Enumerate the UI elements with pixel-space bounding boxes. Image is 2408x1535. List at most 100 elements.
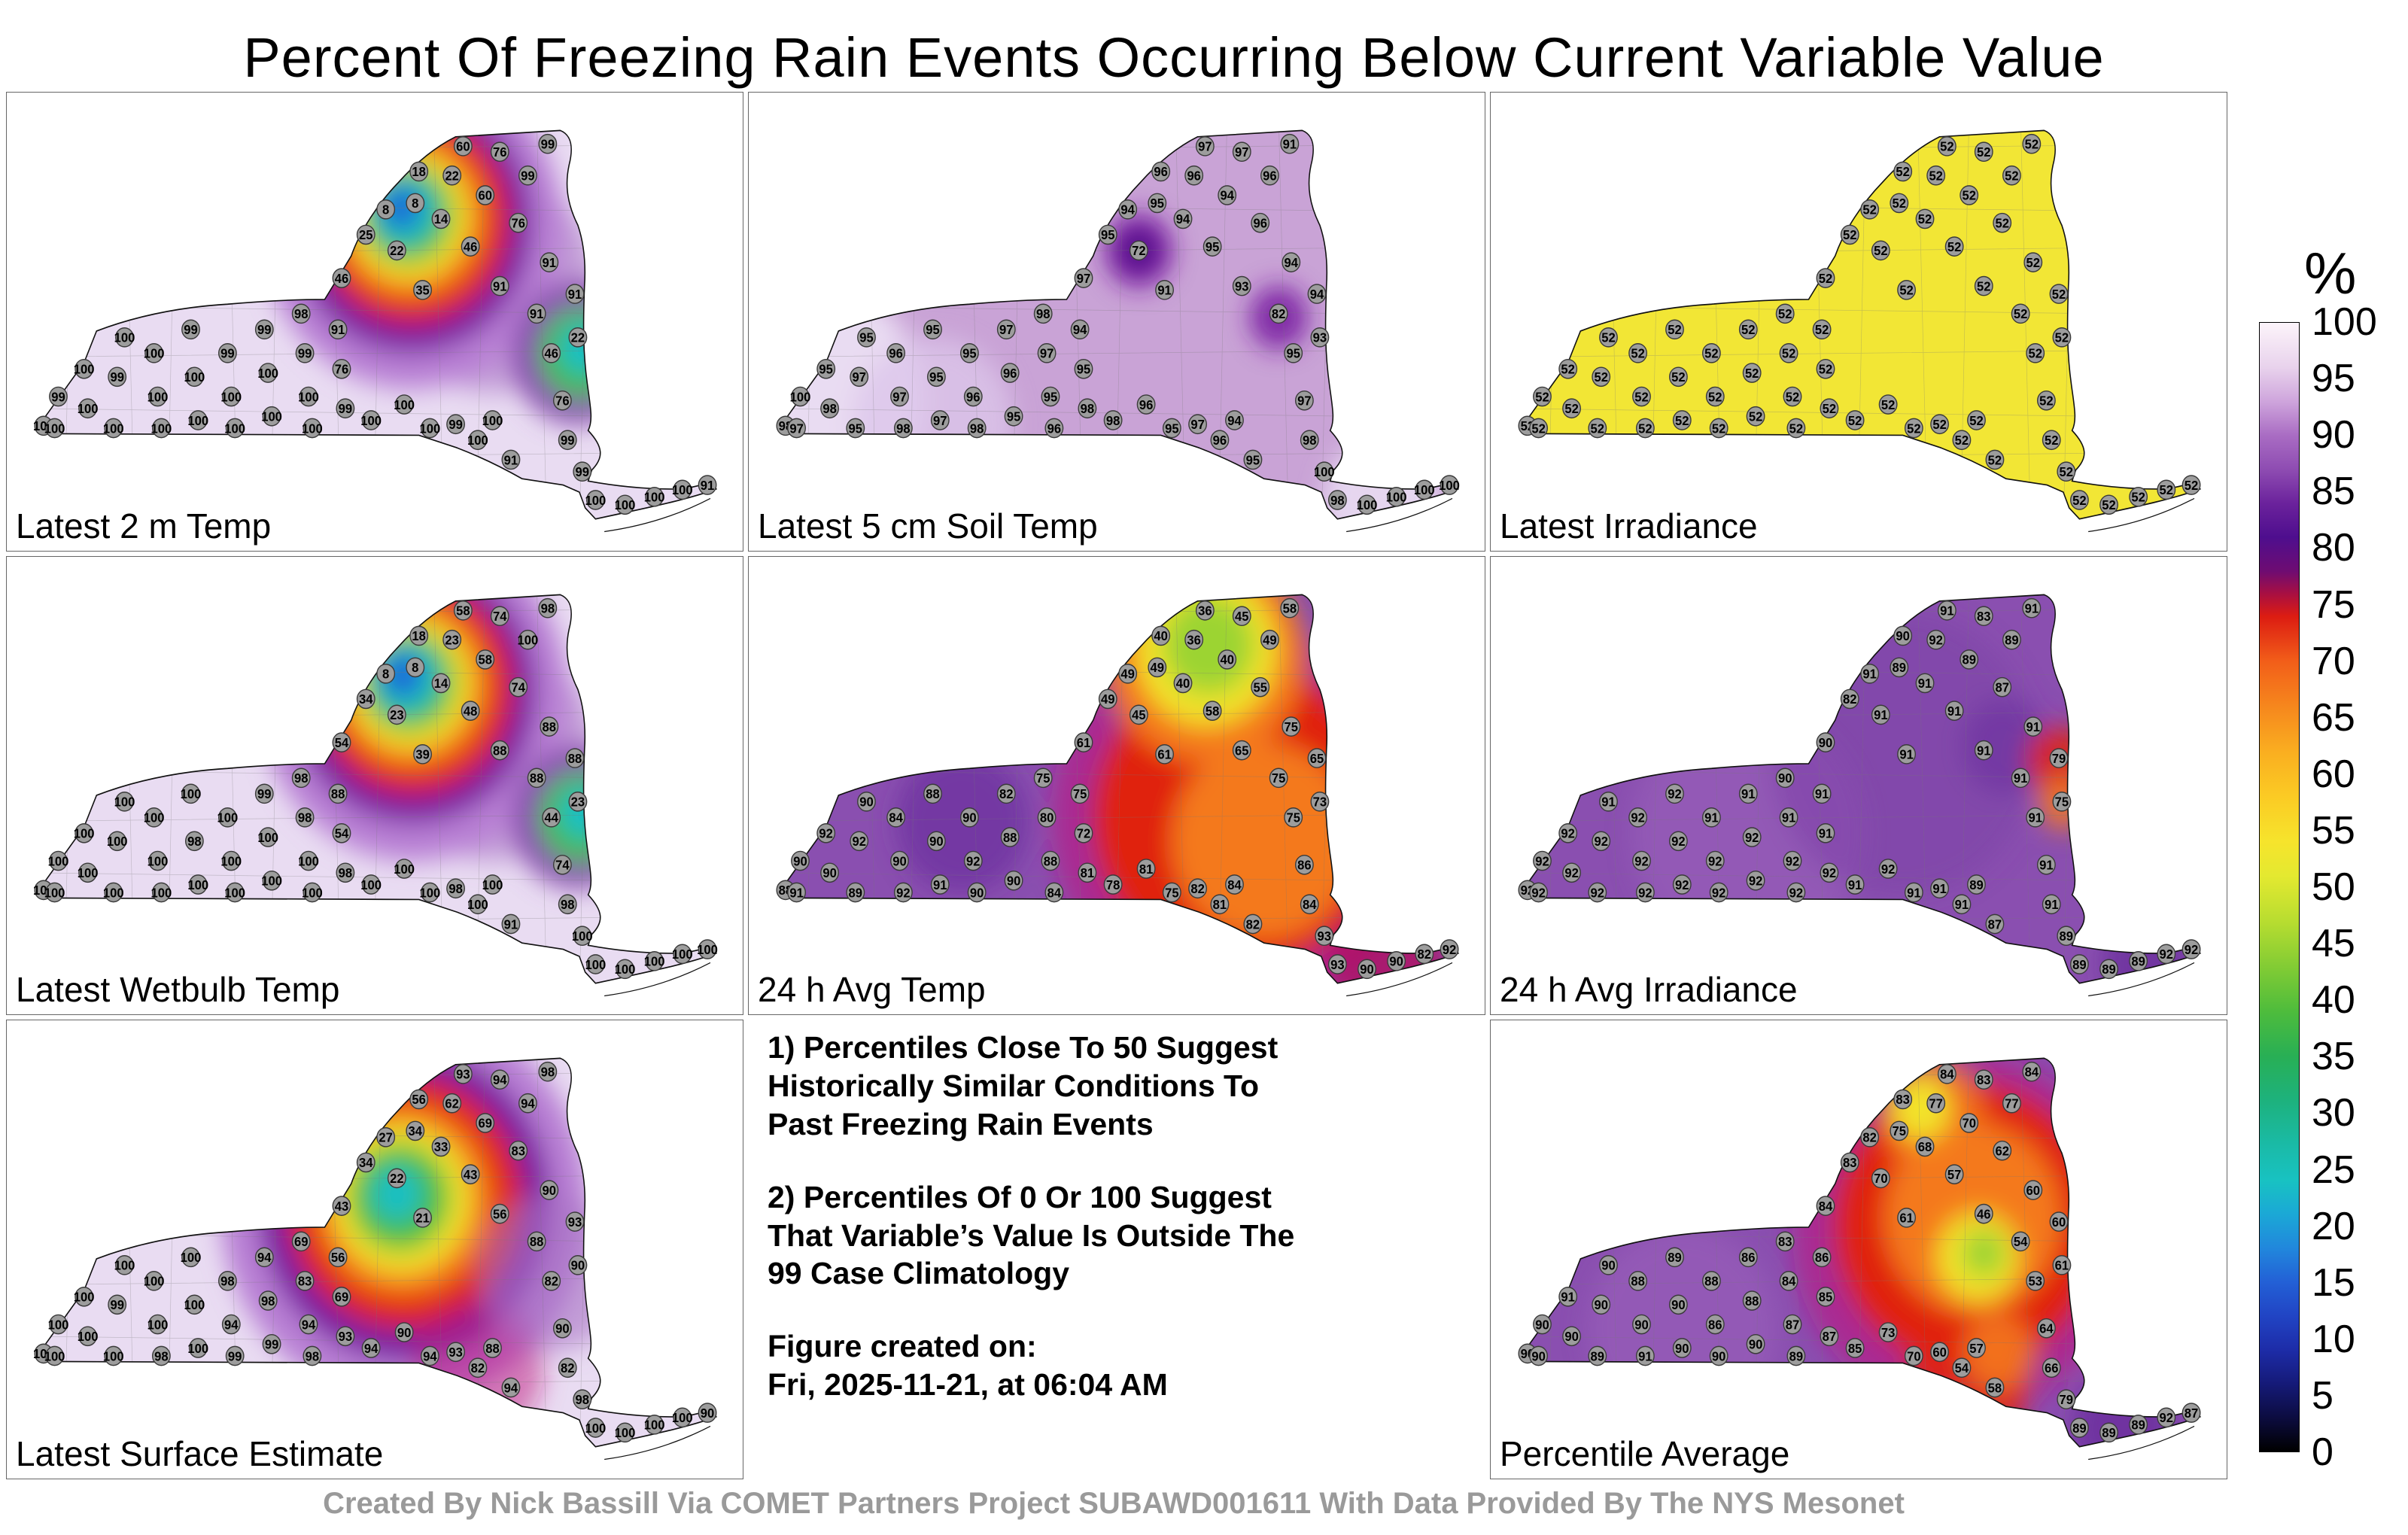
station-marker: 88 [490,740,509,761]
station-marker: 97 [787,418,806,439]
svg-text:96: 96 [1047,421,1061,436]
svg-text:99: 99 [561,432,574,448]
svg-text:100: 100 [144,1273,165,1289]
station-marker: 98 [1033,303,1053,324]
svg-text:92: 92 [896,884,910,900]
svg-text:100: 100 [151,421,172,436]
svg-text:97: 97 [789,421,803,436]
svg-text:91: 91 [2028,810,2042,825]
svg-text:98: 98 [541,1064,555,1080]
station-marker: 88 [328,783,348,804]
colorbar-tick: 55 [2312,808,2355,853]
svg-text:90: 90 [962,810,976,825]
station-marker: 52 [2157,479,2176,500]
svg-text:100: 100 [1414,482,1435,498]
svg-text:100: 100 [360,877,382,892]
map-latest-5cm-soil-temp: 98 100 97 95 98 95 97 95 96 97 98 95 95 97 95 96 98 97 96 9… [749,93,1485,551]
svg-text:45: 45 [1235,608,1249,624]
station-marker: 25 [356,224,375,245]
station-marker: 100 [144,342,164,363]
station-marker: 49 [1118,663,1138,684]
svg-text:90: 90 [929,833,943,849]
svg-text:75: 75 [2055,794,2069,810]
svg-text:74: 74 [493,608,507,624]
svg-text:49: 49 [1101,691,1114,707]
svg-text:52: 52 [1634,389,1648,405]
station-marker: 73 [1310,791,1330,812]
svg-text:90: 90 [701,1406,714,1421]
svg-text:27: 27 [379,1129,392,1145]
svg-text:77: 77 [2005,1096,2018,1111]
svg-text:36: 36 [1187,632,1200,648]
svg-text:92: 92 [1789,884,1803,900]
svg-text:91: 91 [1782,810,1796,825]
svg-text:100: 100 [518,632,539,648]
svg-text:92: 92 [1668,786,1681,801]
station-marker: 62 [1993,1141,2012,1161]
station-marker: 84 [1044,882,1064,902]
svg-text:98: 98 [1330,492,1345,508]
svg-text:52: 52 [1815,322,1829,338]
svg-text:97: 97 [892,389,906,405]
svg-text:92: 92 [2160,946,2173,962]
station-marker: 98 [1300,430,1319,451]
map-percentile-average: 90 90 90 91 90 89 90 90 88 90 91 89 90 90 88 86 90 86 88 90… [1491,1020,2227,1479]
svg-text:52: 52 [1907,421,1920,436]
svg-text:99: 99 [521,168,534,184]
svg-text:61: 61 [1077,734,1091,750]
station-marker: 52 [2049,284,2069,304]
station-marker: 100 [585,953,606,974]
station-marker: 96 [1136,394,1156,415]
panel-label-24h-avg-irradiance: 24 h Avg Irradiance [1500,970,1798,1010]
station-marker: 90 [1599,1255,1618,1275]
svg-text:100: 100 [147,1317,169,1333]
svg-text:8: 8 [382,666,390,682]
station-marker: 94 [221,1315,241,1335]
colorbar-tick: 80 [2312,526,2355,570]
svg-text:90: 90 [1712,1348,1725,1364]
svg-text:52: 52 [1995,215,2008,231]
station-marker: 91 [1280,133,1300,154]
svg-text:75: 75 [1285,719,1299,734]
station-marker: 98 [151,1346,171,1366]
station-marker: 100 [672,479,693,500]
station-marker: 91 [2042,894,2061,914]
station-marker: 98 [258,1290,278,1312]
station-marker: 100 [615,494,635,515]
svg-text:100: 100 [48,1317,69,1333]
svg-text:98: 98 [970,421,984,436]
station-marker: 92 [1632,850,1651,871]
station-marker: 90 [1004,870,1023,891]
station-marker: 52 [1915,208,1935,229]
station-marker: 84 [1300,894,1319,914]
svg-text:57: 57 [1947,1167,1961,1183]
svg-text:91: 91 [2039,857,2054,873]
station-marker: 52 [1588,418,1607,439]
station-marker: 21 [413,1208,432,1229]
svg-text:88: 88 [1745,1293,1759,1309]
station-marker: 95 [1284,342,1303,363]
station-marker: 89 [1665,1247,1684,1268]
svg-text:83: 83 [1896,1092,1909,1108]
station-marker: 60 [2049,1211,2069,1233]
svg-text:100: 100 [187,877,208,892]
svg-text:52: 52 [1918,211,1932,227]
svg-text:75: 75 [1286,810,1300,825]
station-marker: 52 [1533,386,1552,407]
svg-text:90: 90 [571,1257,585,1273]
svg-text:52: 52 [1843,227,1856,243]
svg-text:100: 100 [644,489,665,505]
svg-text:92: 92 [1531,884,1545,900]
station-marker: 99 [254,319,274,340]
ny-map-svg: 9090909190899090889091899090888690868890… [1518,1057,2202,1461]
station-marker: 93 [1232,275,1251,296]
station-marker: 91 [1558,1287,1578,1307]
svg-text:91: 91 [701,477,715,493]
station-marker: 52 [1783,386,1802,407]
station-marker: 52 [2036,390,2056,411]
svg-text:8: 8 [382,202,390,217]
station-marker: 100 [585,1418,606,1439]
station-marker: 52 [1599,327,1618,348]
svg-text:96: 96 [1213,432,1227,448]
station-marker: 91 [698,475,717,495]
